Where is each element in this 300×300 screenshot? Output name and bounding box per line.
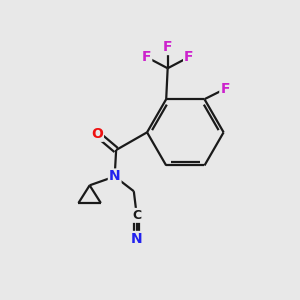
Text: F: F — [184, 50, 194, 64]
Text: N: N — [131, 232, 142, 246]
Text: O: O — [91, 127, 103, 141]
Text: F: F — [142, 50, 151, 64]
Text: F: F — [163, 40, 172, 54]
Text: F: F — [220, 82, 230, 96]
Text: N: N — [109, 169, 121, 184]
Text: C: C — [132, 209, 141, 222]
